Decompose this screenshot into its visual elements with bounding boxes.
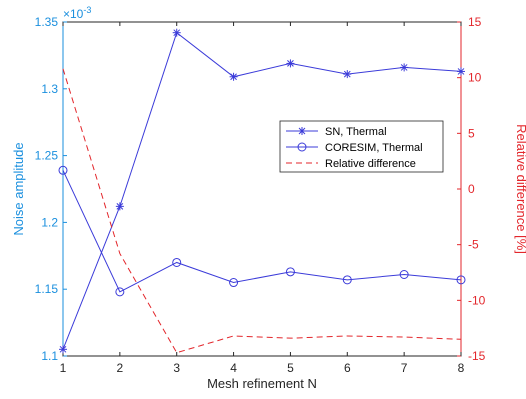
legend: SN, Thermal CORESIM, Thermal Relative diff… <box>279 120 444 173</box>
legend-item: Relative difference <box>286 158 416 170</box>
data-point-asterisk <box>298 127 306 135</box>
data-point-circle <box>456 275 466 285</box>
series-1 <box>58 165 466 297</box>
data-point-asterisk <box>343 70 352 79</box>
right-axis-tick-label: 5 <box>468 126 475 140</box>
x-axis-tick-label: 6 <box>344 361 351 375</box>
data-point-asterisk <box>286 59 295 68</box>
data-point-circle <box>285 267 295 277</box>
data-point-circle <box>58 165 68 175</box>
right-axis-tick-label: -5 <box>468 238 479 252</box>
left-axis-tick-label: 1.3 <box>41 82 58 96</box>
data-point-circle <box>229 278 239 288</box>
series-layer <box>58 28 466 354</box>
right-axis-tick-label: -10 <box>468 293 486 307</box>
data-point-asterisk <box>400 63 409 72</box>
x-axis-label: Mesh refinement N <box>207 376 317 391</box>
legend-item: CORESIM, Thermal <box>286 142 423 154</box>
x-axis-tick-label: 1 <box>60 361 67 375</box>
legend-label: SN, Thermal <box>325 126 387 138</box>
right-axis-label: Relative difference [%] <box>514 124 526 254</box>
left-axis-tick-label: 1.1 <box>41 349 58 363</box>
x-axis-tick-label: 5 <box>287 361 294 375</box>
right-axis-tick-label: 0 <box>468 182 475 196</box>
x-axis-tick-label: 7 <box>401 361 408 375</box>
left-axis-exponent: ×10-3 <box>63 5 91 21</box>
series-line <box>62 170 462 293</box>
legend-label: CORESIM, Thermal <box>325 142 423 154</box>
right-axis-tick-label: 15 <box>468 15 482 29</box>
x-axis-tick-label: 8 <box>458 361 465 375</box>
series-2 <box>62 68 462 354</box>
x-axis-tick-label: 4 <box>230 361 237 375</box>
x-axis-tick-label: 3 <box>173 361 180 375</box>
plot-area <box>62 21 462 357</box>
data-point-circle <box>399 270 409 280</box>
legend-label: Relative difference <box>325 158 416 170</box>
series-line <box>62 68 462 354</box>
left-axis-tick-label: 1.35 <box>35 15 59 29</box>
x-axis-tick-label: 2 <box>117 361 124 375</box>
data-point-asterisk <box>457 67 465 76</box>
right-axis-tick-label: -15 <box>468 349 486 363</box>
series-line <box>62 31 462 350</box>
data-point-circle <box>342 275 352 285</box>
x-axis-ticks: 1 2 3 4 5 6 7 8 <box>60 22 465 375</box>
data-point-asterisk <box>115 202 124 211</box>
right-axis-tick-label: 10 <box>468 71 482 85</box>
right-axis-ticks: -15 -10 -5 0 5 10 15 <box>457 15 486 363</box>
series-0 <box>59 28 465 354</box>
data-point-circle <box>297 142 307 152</box>
data-point-circle <box>115 287 125 297</box>
left-axis-tick-label: 1.2 <box>41 215 58 229</box>
legend-item: SN, Thermal <box>286 126 387 138</box>
data-point-circle <box>172 257 182 267</box>
data-point-asterisk <box>59 345 67 354</box>
left-axis-ticks: 1.1 1.15 1.2 1.25 1.3 1.35 <box>35 15 67 363</box>
data-point-asterisk <box>172 28 181 37</box>
left-axis-label: Noise amplitude <box>11 142 26 235</box>
left-axis-tick-label: 1.25 <box>35 149 59 163</box>
left-axis-tick-label: 1.15 <box>35 282 59 296</box>
data-point-asterisk <box>229 72 238 81</box>
